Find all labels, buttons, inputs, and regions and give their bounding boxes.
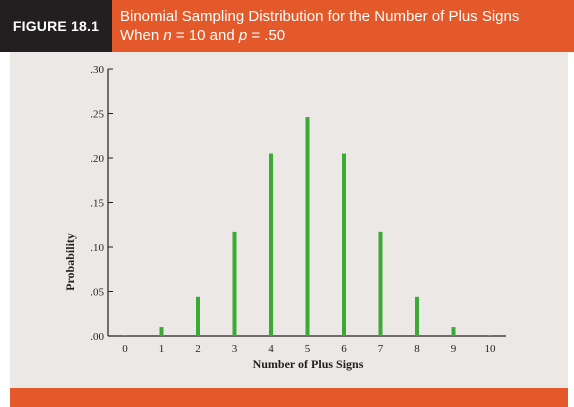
- x-tick-label: 3: [232, 343, 238, 355]
- figure-title-line1: Binomial Sampling Distribution for the N…: [120, 8, 520, 25]
- bar: [269, 153, 273, 336]
- y-axis-label: Probability: [63, 233, 77, 291]
- x-tick-label: 1: [159, 343, 165, 355]
- bar: [378, 231, 383, 336]
- y-tick-label: .20: [90, 153, 104, 165]
- title-n-variable: n: [163, 27, 172, 44]
- x-tick-label: 6: [341, 343, 347, 355]
- bar: [159, 327, 164, 336]
- bar: [232, 231, 237, 336]
- title-p-variable: p: [238, 27, 248, 44]
- figure-footer: [10, 388, 568, 407]
- figure-label: FIGURE 18.1: [0, 0, 112, 52]
- x-tick-label: 8: [414, 343, 420, 355]
- title-p-value: = .50: [247, 27, 286, 44]
- x-axis-label: Number of Plus Signs: [253, 357, 364, 371]
- x-tick-label: 7: [378, 343, 384, 355]
- title-n-value: = 10 and: [171, 27, 239, 44]
- x-tick-label: 10: [485, 343, 497, 355]
- x-tick-label: 4: [268, 343, 274, 355]
- x-tick-label: 2: [195, 343, 201, 355]
- y-tick-label: .15: [90, 198, 104, 210]
- bar: [342, 153, 346, 336]
- figure-header: FIGURE 18.1 Binomial Sampling Distributi…: [0, 0, 574, 52]
- y-tick-label: .05: [90, 287, 104, 299]
- x-tick-label: 5: [305, 343, 311, 355]
- bar: [451, 327, 456, 336]
- x-tick-label: 0: [122, 343, 128, 355]
- bar: [196, 296, 200, 336]
- title-when: When: [120, 27, 164, 44]
- y-tick-label: .00: [90, 331, 104, 343]
- figure-title: Binomial Sampling Distribution for the N…: [120, 7, 519, 45]
- x-tick-label: 9: [451, 343, 457, 355]
- y-tick-label: .25: [90, 109, 104, 121]
- bar: [488, 335, 492, 336]
- bar: [123, 335, 127, 336]
- y-tick-label: .30: [90, 64, 104, 76]
- bar-chart: Probability Number of Plus Signs .00 .05.…: [63, 64, 506, 371]
- chart-panel: Probability Number of Plus Signs .00 .05.…: [10, 52, 568, 388]
- bar: [415, 296, 419, 336]
- bar: [305, 117, 310, 336]
- figure-title-line2: When n = 10 and p = .50: [120, 26, 519, 45]
- y-tick-label: .10: [90, 242, 104, 254]
